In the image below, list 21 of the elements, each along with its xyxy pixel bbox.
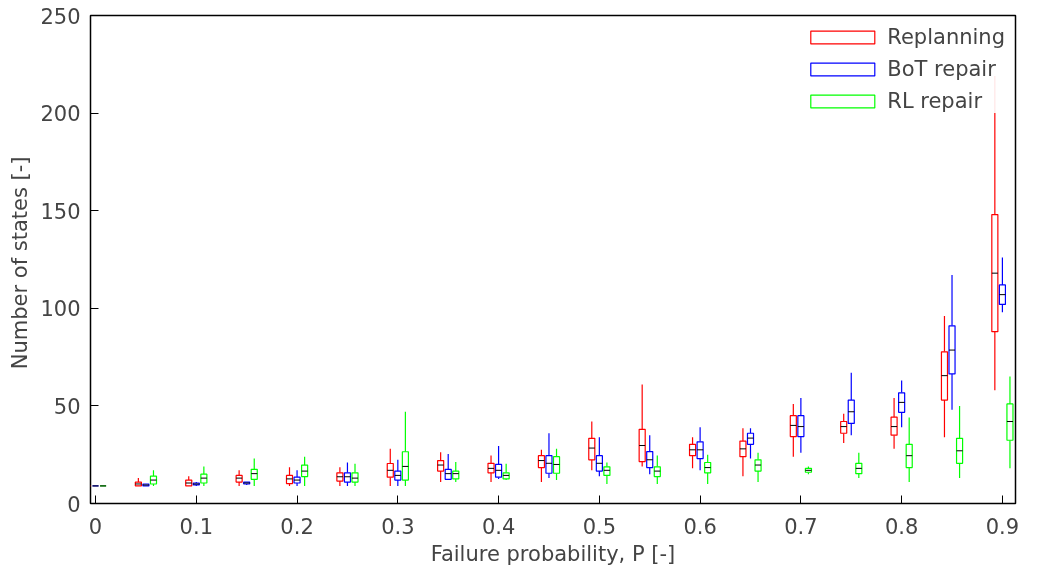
x-tick-label: 0.2: [280, 514, 314, 539]
legend-label: RL repair: [887, 89, 983, 113]
x-tick-label: 0.9: [985, 514, 1020, 539]
y-tick-label: 50: [53, 394, 81, 419]
y-tick-label: 150: [40, 199, 81, 224]
x-tick-label: 0.4: [481, 514, 516, 539]
x-tick-label: 0.6: [683, 514, 717, 539]
x-tick-label: 0.7: [784, 514, 818, 539]
legend-label: Replanning: [887, 25, 1005, 49]
x-tick-label: 0: [88, 514, 103, 539]
y-tick-label: 100: [40, 297, 81, 322]
y-tick-label: 0: [67, 492, 81, 517]
legend-label: BoT repair: [887, 57, 996, 81]
y-tick-label: 250: [40, 4, 81, 29]
y-tick-label: 200: [40, 102, 81, 127]
x-tick-label: 0.3: [381, 514, 415, 539]
x-tick-label: 0.1: [179, 514, 214, 539]
y-axis-title: Number of states [-]: [8, 156, 33, 370]
x-tick-label: 0.5: [582, 514, 617, 539]
x-tick-label: 0.8: [884, 514, 919, 539]
x-axis-title: Failure probability, P [-]: [430, 541, 676, 566]
